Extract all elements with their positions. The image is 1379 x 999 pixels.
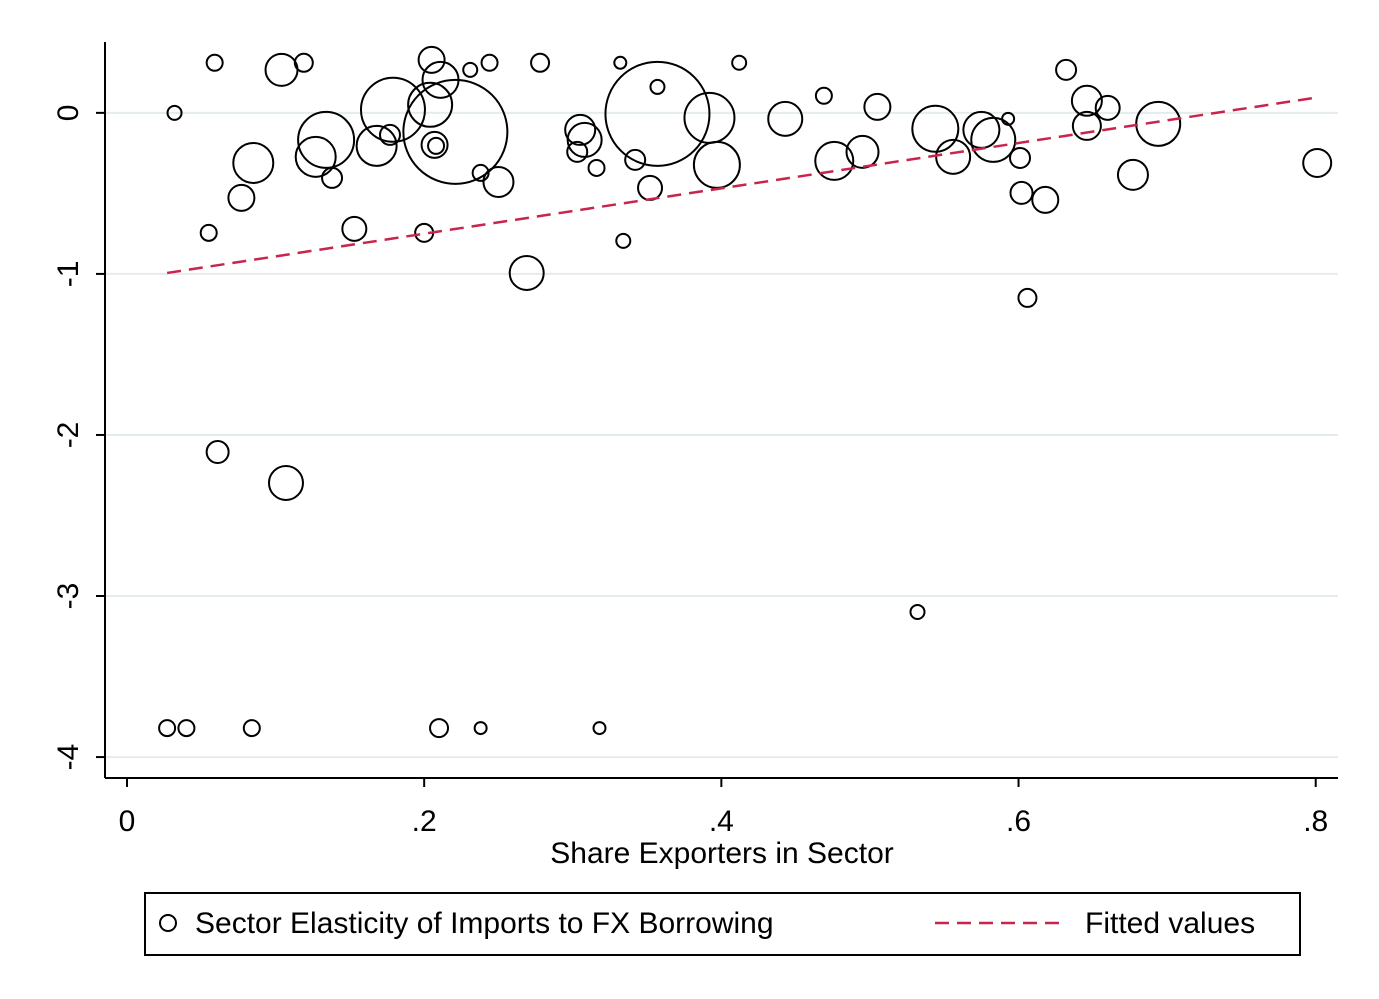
y-tick-label: -2 (52, 422, 85, 449)
bubble (1094, 94, 1121, 121)
bubble (615, 232, 632, 249)
bubble (480, 53, 499, 72)
bubble (297, 110, 356, 169)
y-tick-label: -4 (52, 744, 85, 771)
bubble (420, 130, 449, 159)
bubble (970, 116, 1017, 163)
bubble (321, 166, 344, 189)
bubble (1070, 84, 1103, 117)
bubble (429, 718, 450, 739)
bubble (407, 81, 454, 128)
bubble (566, 121, 603, 158)
bubble (1302, 147, 1333, 178)
bubble (530, 52, 551, 73)
bubble (227, 183, 256, 212)
bubble (909, 603, 926, 620)
bubble (341, 215, 368, 242)
bubble (166, 104, 183, 121)
plot-area (158, 45, 1333, 739)
bubble (402, 78, 509, 185)
bubble (814, 86, 833, 105)
legend-label: Sector Elasticity of Imports to FX Borro… (195, 907, 774, 940)
bubble (417, 45, 446, 74)
bubble (508, 254, 545, 291)
bubble (624, 148, 647, 171)
bubble (199, 223, 218, 242)
bubble (845, 134, 880, 169)
bubble (267, 464, 304, 501)
bubble (731, 54, 748, 71)
fitted-line (166, 96, 1318, 275)
bubble (462, 61, 479, 78)
bubble (293, 52, 314, 73)
x-axis-title: Share Exporters in Sector (550, 837, 894, 870)
bubble (242, 719, 261, 738)
x-tick-label: .2 (412, 805, 437, 838)
bubble (1001, 111, 1016, 126)
bubble (863, 92, 892, 121)
x-tick-label: .6 (1006, 805, 1031, 838)
bubble (1009, 146, 1032, 169)
legend-items: Sector Elasticity of Imports to FX Borro… (159, 907, 1255, 940)
bubble (473, 721, 488, 736)
legend-marker (159, 914, 177, 932)
bubble (1055, 58, 1078, 81)
bubble (587, 158, 606, 177)
bubble (355, 124, 398, 167)
bubble (1116, 158, 1149, 191)
bubble (911, 104, 960, 153)
bubble (564, 113, 597, 146)
bubble (158, 719, 177, 738)
bubble (592, 721, 607, 736)
y-tick-label: -1 (52, 261, 85, 288)
bubble (1031, 185, 1060, 214)
bubble (232, 141, 275, 184)
bubble (177, 719, 196, 738)
bubble (205, 53, 224, 72)
bubble (482, 165, 515, 198)
x-tick-label: .8 (1303, 805, 1328, 838)
bubble (205, 440, 230, 465)
bubble (566, 140, 589, 163)
bubble (1009, 180, 1034, 205)
bubble (471, 163, 490, 182)
x-tick-label: .4 (709, 805, 734, 838)
bubble (294, 135, 337, 178)
bubble (814, 140, 855, 181)
legend (144, 892, 1301, 956)
x-tick-label: 0 (119, 805, 136, 838)
bubble (378, 123, 401, 146)
bubble (604, 60, 711, 167)
bubble (935, 138, 972, 175)
bubble (1017, 287, 1038, 308)
bubble (1071, 110, 1102, 141)
y-tick-label: -3 (52, 583, 85, 610)
legend-label: Fitted values (1085, 907, 1255, 940)
bubble (767, 100, 804, 137)
bubble (359, 76, 426, 143)
y-tick-label: 0 (52, 105, 85, 122)
grid (105, 111, 1338, 759)
bubble (613, 55, 628, 70)
bubble (427, 136, 446, 155)
bubble (649, 78, 666, 95)
